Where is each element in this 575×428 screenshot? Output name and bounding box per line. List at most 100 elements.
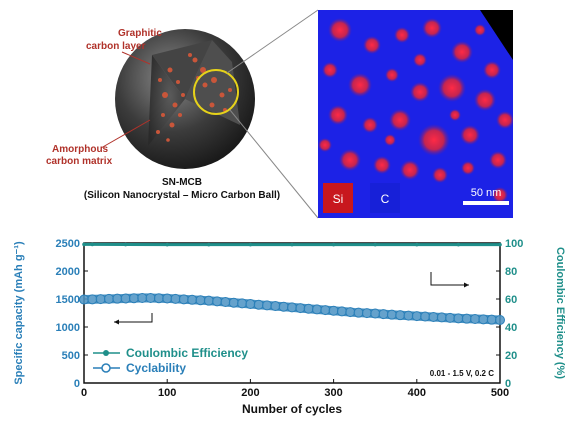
cutaway-face-top: [152, 40, 212, 99]
x-tick-label: 500: [491, 387, 509, 399]
cyclability-point: [145, 292, 156, 303]
y-left-tick-label: 1000: [56, 322, 80, 334]
eds-vacuum-corner: [480, 10, 513, 60]
legend: Coulombic Efficiency Cyclability: [93, 346, 248, 375]
y-left-ticks: 0 500 1000 1500 2000 2500: [56, 238, 88, 390]
y-left-tick-label: 1500: [56, 294, 80, 306]
si-dot: [181, 93, 185, 97]
si-blob: [413, 53, 427, 67]
y-right-tick-label: 100: [505, 238, 523, 250]
c-legend-box: [370, 183, 400, 213]
y-left-tick-label: 2000: [56, 266, 80, 278]
x-axis-label: Number of cycles: [242, 402, 342, 416]
y-left-tick-label: 0: [74, 378, 80, 390]
cyclability-point: [237, 298, 248, 309]
cyclability-point: [420, 311, 431, 322]
si-dot: [161, 113, 165, 117]
cyclability-point: [311, 304, 322, 315]
legend-ce-marker: [103, 350, 109, 356]
coulombic-efficiency-point: [123, 242, 128, 247]
cyclability-point: [361, 308, 372, 319]
cyclability-point: [203, 295, 214, 306]
y-right-tick-label: 0: [505, 378, 511, 390]
cyclability-point: [295, 303, 306, 314]
cyclability-point: [245, 299, 256, 310]
cyclability-point: [328, 305, 339, 316]
zoom-line-top: [226, 9, 319, 74]
si-blob: [322, 62, 338, 78]
coulombic-efficiency-point: [373, 242, 378, 247]
series-layer: [79, 242, 505, 325]
cyclability-point: [112, 293, 123, 304]
si-blob: [438, 74, 466, 102]
si-blob: [422, 18, 442, 38]
si-blob: [483, 61, 501, 79]
zoom-circle: [193, 69, 239, 115]
cyclability-point: [137, 292, 148, 303]
arrow-left-axis: [114, 313, 153, 323]
cyclability-point: [428, 311, 439, 322]
si-blob: [474, 24, 486, 36]
cyclability-point: [153, 293, 164, 304]
si-dot: [172, 102, 178, 108]
si-blob: [373, 156, 391, 174]
illustration-subtitle: (Silicon Nanocrystal – Micro Carbon Ball…: [84, 190, 280, 201]
cyclability-point: [195, 295, 206, 306]
si-blob: [328, 18, 352, 42]
cyclability-line: [79, 293, 505, 325]
si-blob: [489, 151, 507, 169]
si-blob: [384, 134, 396, 146]
coulombic-efficiency-point: [165, 242, 169, 247]
x-tick-label: 200: [241, 387, 259, 399]
arrow-right-axis: [430, 272, 469, 286]
si-dot: [211, 77, 217, 83]
cyclability-point: [120, 293, 131, 304]
si-dot: [176, 80, 180, 84]
si-blob: [418, 124, 450, 156]
si-blob: [348, 73, 372, 97]
cyclability-point: [128, 293, 139, 304]
cyclability-point: [403, 310, 414, 321]
si-blob: [460, 125, 480, 145]
si-dot: [156, 130, 160, 134]
cyclability-point: [461, 313, 472, 324]
eds-si-blobs: [318, 18, 513, 203]
y-left-tick-label: 2500: [56, 238, 80, 250]
si-dot: [219, 92, 225, 98]
coulombic-efficiency-point: [290, 242, 294, 247]
cyclability-point: [212, 296, 223, 307]
cyclability-point: [95, 294, 106, 305]
si-blob: [318, 138, 332, 152]
si-dot: [162, 92, 168, 98]
coulombic-efficiency-point: [90, 242, 95, 247]
y-left-tick-label: 500: [62, 350, 80, 362]
pointer-amorphous: [100, 119, 151, 149]
si-blob: [400, 160, 420, 180]
cyclability-point: [278, 301, 289, 312]
coulombic-efficiency-point: [415, 242, 419, 247]
cyclability-point: [303, 303, 314, 314]
cyclability-point: [220, 297, 231, 308]
eds-map: Si C 50 nm: [318, 10, 513, 218]
si-nanocrystals: [156, 53, 232, 142]
si-legend-box: [323, 183, 353, 213]
si-dot: [188, 53, 192, 57]
si-blob: [363, 36, 381, 54]
si-blob: [496, 111, 513, 129]
si-dot: [200, 67, 206, 73]
x-tick-label: 0: [81, 387, 87, 399]
si-blob: [461, 161, 475, 175]
scale-bar-label: 50 nm: [471, 187, 502, 199]
si-dot: [169, 122, 175, 128]
cyclability-point: [170, 293, 181, 304]
cyclability-point: [79, 294, 89, 305]
cyclability-point: [103, 293, 114, 304]
cyclability-point: [262, 300, 273, 311]
si-legend-label: Si: [333, 192, 344, 206]
si-blob: [339, 149, 361, 171]
coulombic-efficiency-point: [331, 242, 336, 247]
cyclability-point: [287, 302, 297, 313]
cyclability-point: [436, 312, 447, 323]
c-legend-label: C: [381, 192, 390, 206]
